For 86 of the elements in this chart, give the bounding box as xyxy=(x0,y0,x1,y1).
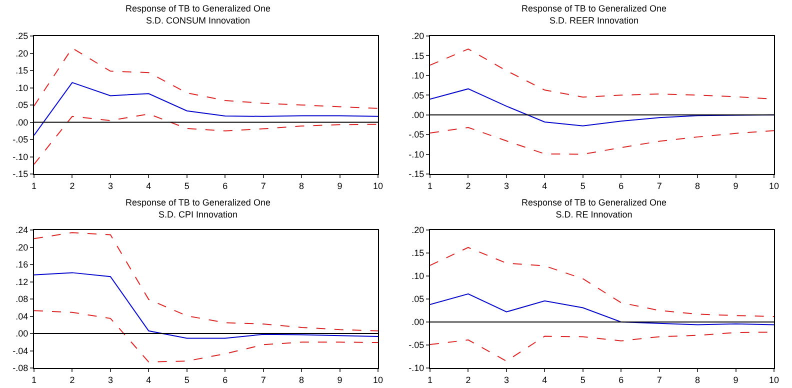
line-series xyxy=(34,48,378,109)
x-tick-label: 5 xyxy=(184,180,190,191)
y-tick-label: .05 xyxy=(412,294,424,304)
y-tick-label: -.15 xyxy=(408,169,424,180)
line-series xyxy=(34,272,378,339)
y-tick-label: .20 xyxy=(412,225,424,236)
x-tick-label: 4 xyxy=(542,374,548,385)
y-tick-label: .15 xyxy=(412,50,424,61)
y-tick-label: .12 xyxy=(16,276,28,287)
y-tick-label: .05 xyxy=(16,100,28,110)
x-tick-label: 6 xyxy=(618,374,624,385)
x-tick-label: 8 xyxy=(695,374,700,385)
x-tick-label: 2 xyxy=(70,180,75,191)
y-tick-label: .10 xyxy=(412,271,424,282)
x-tick-label: 2 xyxy=(70,374,75,385)
x-tick-label: 6 xyxy=(222,180,228,191)
y-tick-label: .10 xyxy=(412,70,424,81)
y-tick-label: .00 xyxy=(16,117,28,128)
y-tick-label: .00 xyxy=(16,328,28,339)
x-tick-label: 4 xyxy=(146,374,152,385)
y-tick-label: .15 xyxy=(412,248,424,258)
x-tick-label: 4 xyxy=(542,180,548,191)
line-series xyxy=(430,126,774,155)
y-tick-label: -.08 xyxy=(12,363,28,374)
y-tick-label: -.05 xyxy=(408,130,424,140)
line-series xyxy=(430,293,774,326)
x-tick-label: 1 xyxy=(427,374,433,385)
x-tick-label: 8 xyxy=(299,180,304,191)
x-tick-label: 5 xyxy=(184,374,190,385)
x-tick-label: 7 xyxy=(260,374,266,385)
line-series xyxy=(34,232,378,332)
y-tick-label: .00 xyxy=(412,317,424,328)
x-tick-label: 8 xyxy=(695,180,700,191)
x-tick-label: 10 xyxy=(372,180,384,191)
x-tick-label: 3 xyxy=(108,180,113,191)
x-tick-label: 7 xyxy=(656,374,662,385)
x-tick-label: 9 xyxy=(733,180,738,191)
x-tick-label: 3 xyxy=(504,374,509,385)
y-tick-label: .24 xyxy=(16,225,28,236)
y-tick-label: .20 xyxy=(412,31,424,42)
y-tick-label: -.04 xyxy=(12,346,28,356)
y-tick-label: -.10 xyxy=(408,363,424,374)
x-tick-label: 2 xyxy=(466,180,471,191)
y-tick-label: -.10 xyxy=(12,152,28,162)
y-tick-label: -.15 xyxy=(12,169,28,180)
x-tick-label: 9 xyxy=(337,180,342,191)
x-tick-label: 6 xyxy=(222,374,228,385)
x-tick-label: 3 xyxy=(504,180,509,191)
y-tick-label: .16 xyxy=(16,260,28,270)
chart-title: Response of TB to Generalized One S.D. RE Innovation xyxy=(522,198,666,220)
y-tick-label: -.10 xyxy=(408,149,424,160)
y-tick-label: -.05 xyxy=(408,340,424,350)
y-tick-label: .04 xyxy=(16,311,28,322)
line-series xyxy=(430,246,774,317)
x-tick-label: 1 xyxy=(427,180,433,191)
x-tick-label: 8 xyxy=(299,374,304,385)
x-tick-label: 2 xyxy=(466,374,471,385)
x-tick-label: 9 xyxy=(733,374,738,385)
x-tick-label: 1 xyxy=(31,374,37,385)
chart-title: Response of TB to Generalized One S.D. CPI Innovation xyxy=(126,198,270,220)
x-tick-label: 10 xyxy=(768,374,780,385)
y-tick-label: .25 xyxy=(16,31,28,42)
y-tick-label: .05 xyxy=(412,90,424,100)
chart-title: Response of TB to Generalized One S.D. REER Innovation xyxy=(522,4,666,26)
y-tick-label: .20 xyxy=(16,48,28,58)
y-tick-label: .10 xyxy=(16,82,28,93)
y-tick-label: -.05 xyxy=(12,134,28,145)
x-tick-label: 7 xyxy=(656,180,662,191)
x-tick-label: 1 xyxy=(31,180,37,191)
x-tick-label: 5 xyxy=(580,180,586,191)
x-tick-label: 10 xyxy=(768,180,780,191)
y-tick-label: .15 xyxy=(16,66,28,76)
x-tick-label: 3 xyxy=(108,374,113,385)
x-tick-label: 7 xyxy=(260,180,266,191)
y-tick-label: .08 xyxy=(16,294,28,304)
x-tick-label: 10 xyxy=(372,374,384,385)
x-tick-label: 5 xyxy=(580,374,586,385)
chart-title: Response of TB to Generalized One S.D. CONSUM Innovation xyxy=(126,4,270,26)
x-tick-label: 9 xyxy=(337,374,342,385)
x-tick-label: 4 xyxy=(146,180,152,191)
y-tick-label: .00 xyxy=(412,110,424,120)
line-series xyxy=(34,310,378,362)
line-series xyxy=(34,82,378,136)
line-series xyxy=(34,113,378,165)
x-tick-label: 6 xyxy=(618,180,624,191)
y-tick-label: .20 xyxy=(16,242,28,252)
